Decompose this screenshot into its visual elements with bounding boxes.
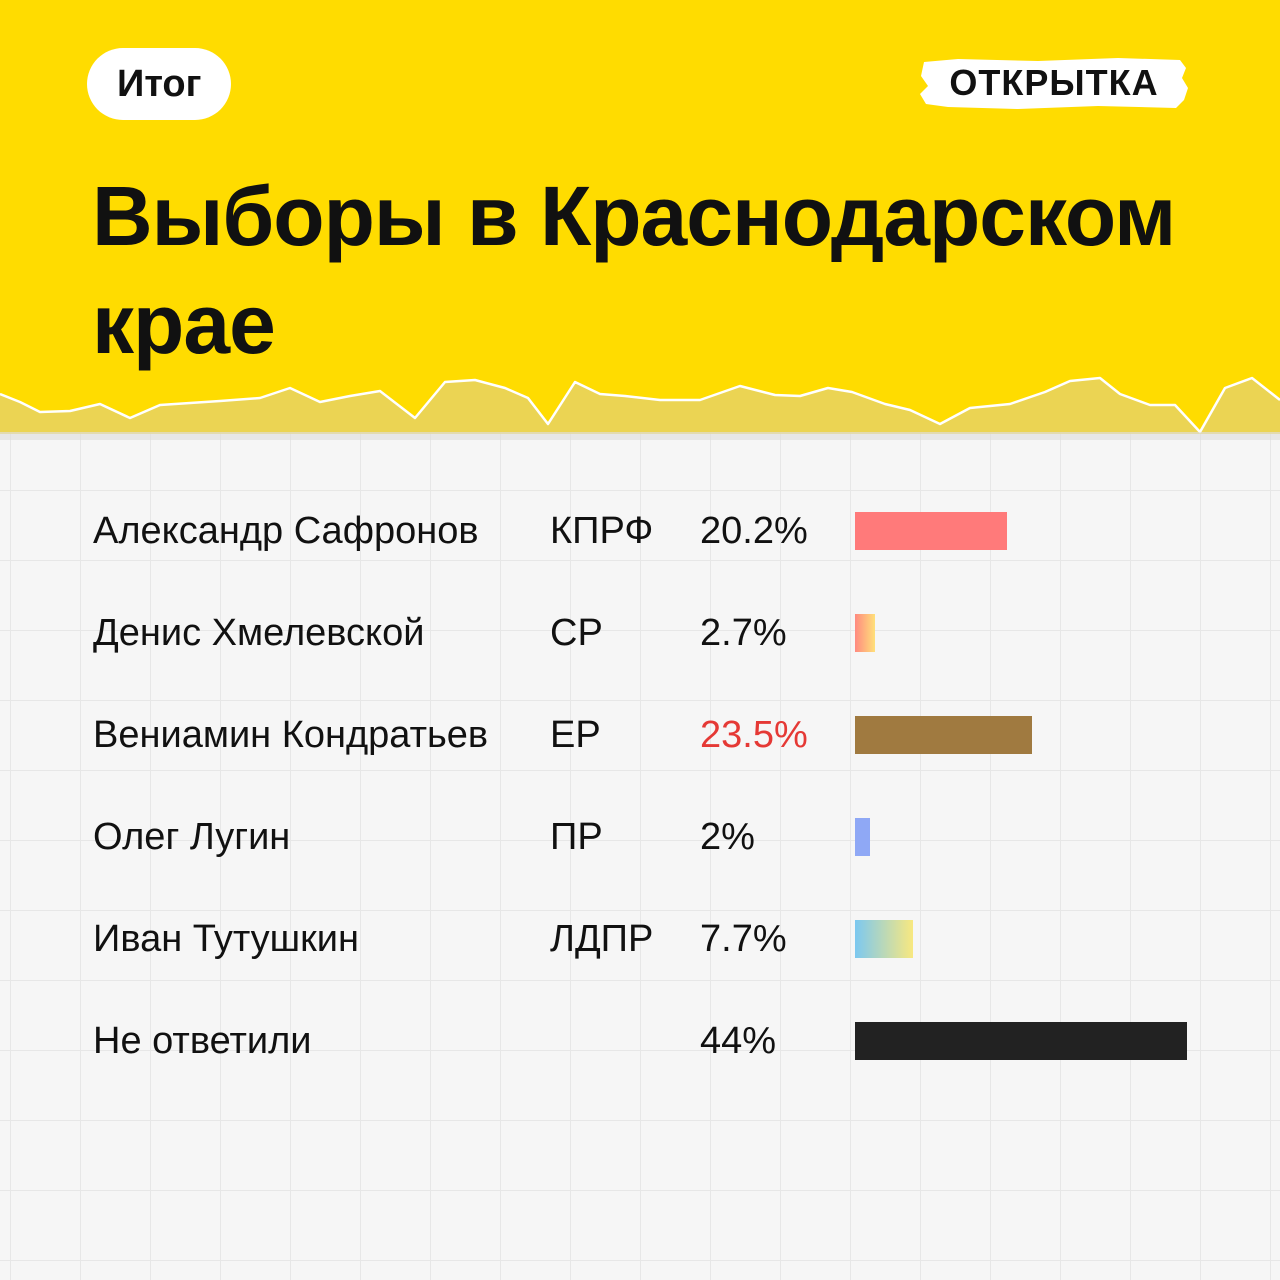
page-title: Выборы в Краснодарском крае <box>92 169 1176 371</box>
bar-track <box>855 920 1195 958</box>
result-bar <box>855 818 871 856</box>
brand-logo: ОТКРЫТКА <box>918 54 1190 112</box>
result-row: Денис Хмелевской СР 2.7% <box>0 582 1280 684</box>
percent-label: 2.7% <box>700 612 787 654</box>
percent-label: 2% <box>700 816 755 858</box>
percent-label: 23.5% <box>700 714 808 756</box>
brand-logo-text: ОТКРЫТКА <box>949 62 1159 103</box>
result-bar <box>855 716 1033 754</box>
candidate-name: Олег Лугин <box>93 816 291 858</box>
party-label: ЛДПР <box>550 918 654 960</box>
bar-track <box>855 1022 1195 1060</box>
result-bar <box>855 614 876 652</box>
bar-track <box>855 716 1195 754</box>
result-row: Александр Сафронов КПРФ 20.2% <box>0 480 1280 582</box>
bar-track <box>855 818 1195 856</box>
result-row: Олег Лугин ПР 2% <box>0 786 1280 888</box>
result-row: Не ответили 44% <box>0 990 1280 1092</box>
result-bar <box>855 920 914 958</box>
party-label: ПР <box>550 816 603 858</box>
result-row: Вениамин Кондратьев ЕР 23.5% <box>0 684 1280 786</box>
header-banner: Итог ОТКРЫТКА Выборы в Краснодарском кра… <box>0 0 1280 440</box>
bar-track <box>855 512 1195 550</box>
candidate-name: Не ответили <box>93 1020 312 1062</box>
bar-track <box>855 614 1195 652</box>
party-label: СР <box>550 612 603 654</box>
percent-label: 7.7% <box>700 918 787 960</box>
candidate-name: Денис Хмелевской <box>93 612 425 654</box>
candidate-name: Александр Сафронов <box>93 510 479 552</box>
candidate-name: Вениамин Кондратьев <box>93 714 489 756</box>
party-label: ЕР <box>550 714 601 756</box>
category-tag-label: Итог <box>117 62 202 105</box>
percent-label: 44% <box>700 1020 777 1062</box>
result-row: Иван Тутушкин ЛДПР 7.7% <box>0 888 1280 990</box>
candidate-name: Иван Тутушкин <box>93 918 359 960</box>
brush-stroke-icon <box>920 58 1188 109</box>
result-bar <box>855 512 1008 550</box>
percent-label: 20.2% <box>700 510 808 552</box>
party-label: КПРФ <box>550 510 654 552</box>
category-tag: Итог <box>87 48 232 120</box>
result-bar <box>855 1022 1187 1060</box>
